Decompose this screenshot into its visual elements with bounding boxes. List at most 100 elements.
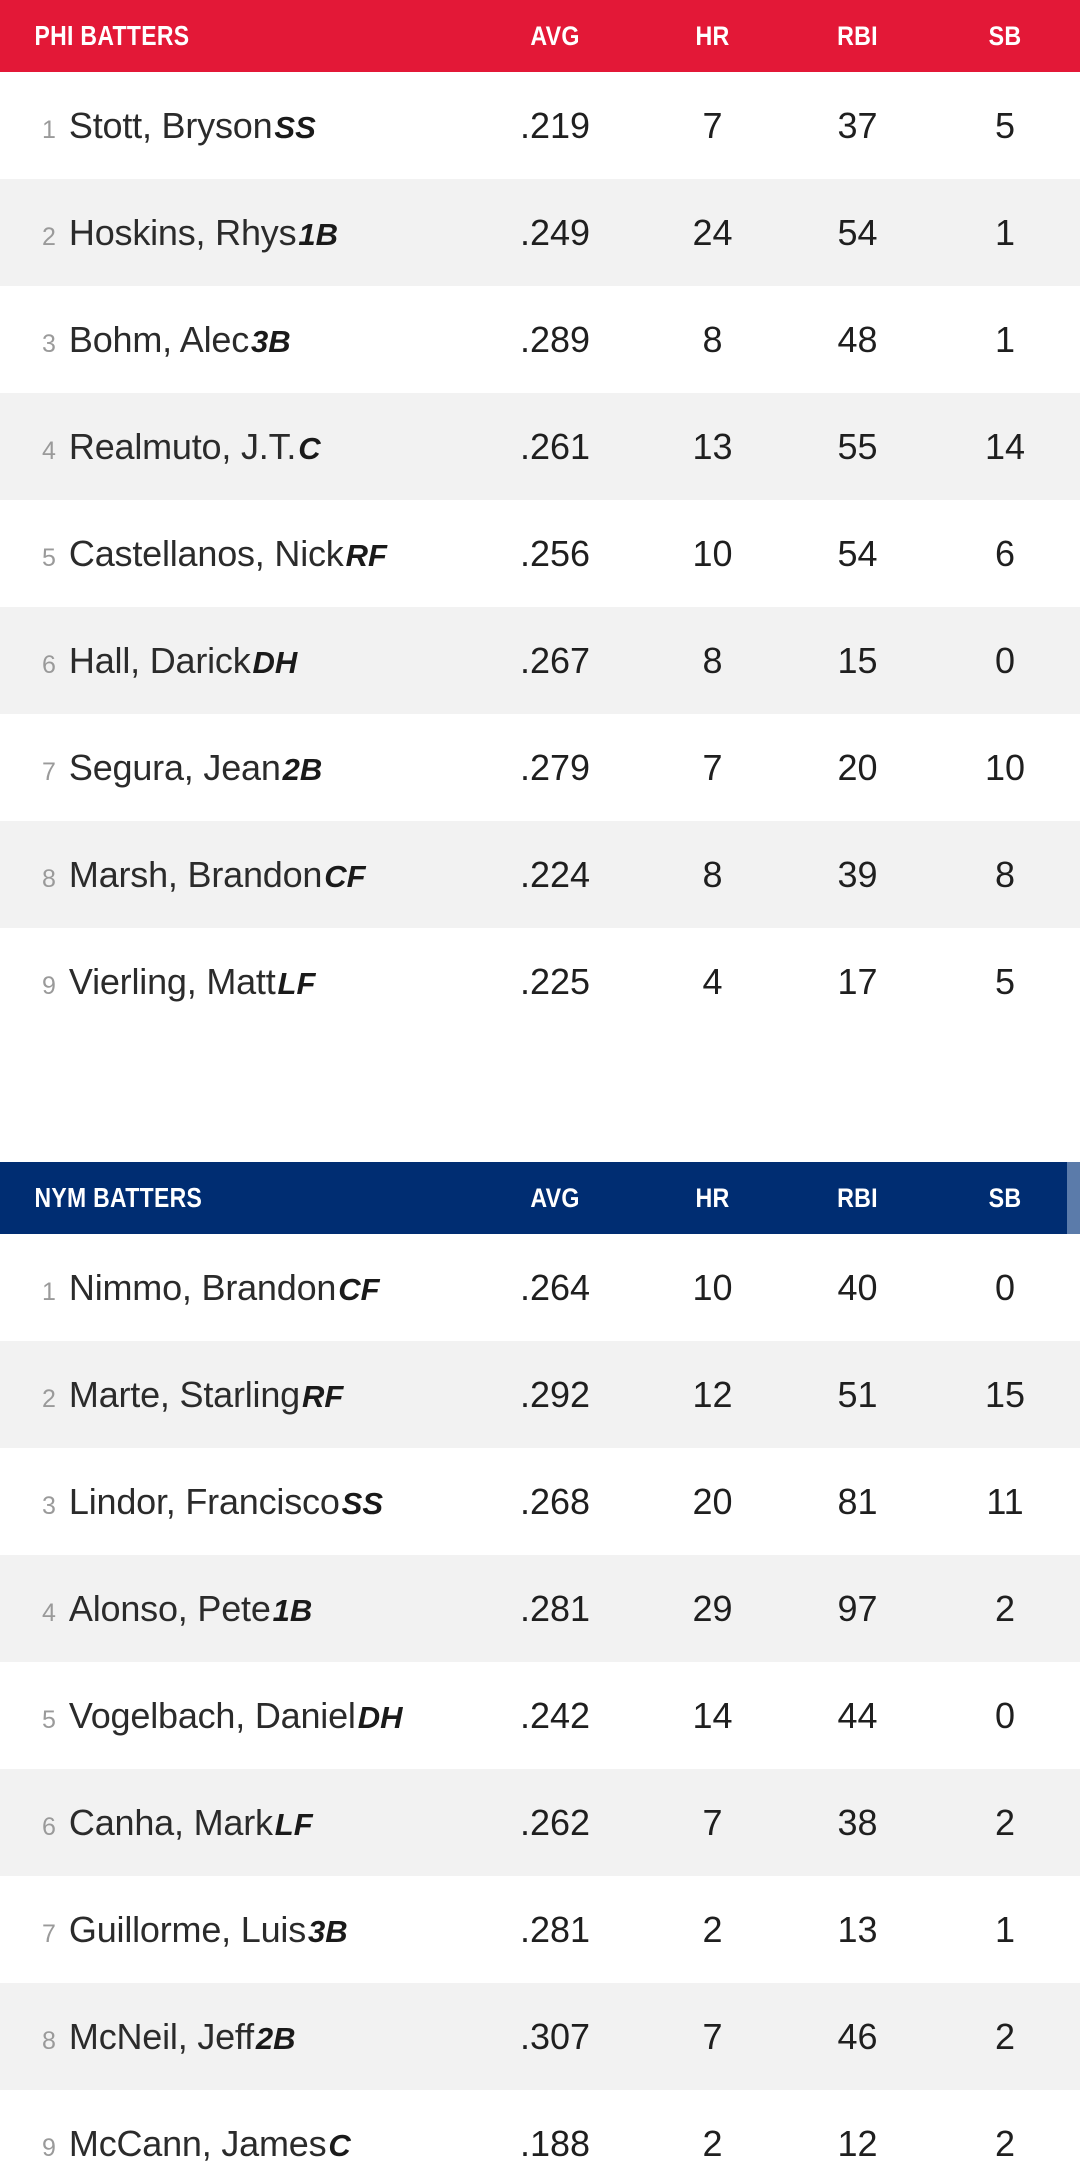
stat-sb: 8: [994, 853, 1016, 895]
player-cell[interactable]: 8 McNeil, Jeff 2B: [0, 2016, 470, 2058]
stat-hr: 10: [692, 532, 733, 574]
player-name[interactable]: Realmuto, J.T.: [68, 425, 297, 467]
player-name[interactable]: McCann, James: [68, 2122, 327, 2161]
player-cell[interactable]: 2 Hoskins, Rhys 1B: [0, 212, 470, 254]
player-position: 1B: [298, 216, 339, 252]
player-name[interactable]: McNeil, Jeff: [68, 2015, 254, 2057]
table-row[interactable]: 3 Bohm, Alec 3B .289 8 48 1: [0, 286, 1080, 393]
player-name[interactable]: Segura, Jean: [68, 746, 281, 788]
stat-rbi: 48: [837, 318, 878, 360]
stat-rbi: 51: [837, 1373, 878, 1415]
stat-sb: 5: [994, 960, 1016, 1002]
player-cell[interactable]: 1 Stott, Bryson SS: [0, 105, 470, 147]
stat-rbi: 17: [837, 960, 878, 1002]
batting-order-number: 2: [42, 222, 56, 251]
player-cell[interactable]: 2 Marte, Starling RF: [0, 1374, 470, 1416]
column-header-sb[interactable]: SB: [988, 20, 1022, 51]
table-row[interactable]: 5 Castellanos, Nick RF .256 10 54 6: [0, 500, 1080, 607]
column-header-rbi[interactable]: RBI: [837, 1182, 878, 1213]
table-row[interactable]: 2 Marte, Starling RF .292 12 51 15: [0, 1341, 1080, 1448]
stat-avg: .219: [519, 104, 591, 146]
stat-hr: 13: [692, 425, 733, 467]
stat-avg: .249: [519, 211, 591, 253]
batting-order-number: 3: [42, 1491, 56, 1520]
player-position: RF: [345, 537, 387, 573]
column-header-hr[interactable]: HR: [695, 20, 730, 51]
batting-order-number: 9: [42, 971, 56, 1000]
table-row[interactable]: 2 Hoskins, Rhys 1B .249 24 54 1: [0, 179, 1080, 286]
player-cell[interactable]: 9 McCann, James C: [0, 2123, 470, 2161]
table-row[interactable]: 4 Alonso, Pete 1B .281 29 97 2: [0, 1555, 1080, 1662]
player-cell[interactable]: 5 Vogelbach, Daniel DH: [0, 1695, 470, 1737]
table-row[interactable]: 8 McNeil, Jeff 2B .307 7 46 2: [0, 1983, 1080, 2090]
table-row[interactable]: 3 Lindor, Francisco SS .268 20 81 11: [0, 1448, 1080, 1555]
player-cell[interactable]: 7 Segura, Jean 2B: [0, 747, 470, 789]
stat-hr: 8: [702, 853, 723, 895]
column-header-hr[interactable]: HR: [695, 1182, 730, 1213]
player-cell[interactable]: 9 Vierling, Matt LF: [0, 961, 470, 1003]
player-name[interactable]: Alonso, Pete: [68, 1587, 271, 1629]
player-name[interactable]: Vierling, Matt: [68, 960, 276, 1002]
player-cell[interactable]: 8 Marsh, Brandon CF: [0, 854, 470, 896]
table-row[interactable]: 9 McCann, James C .188 2 12 2: [0, 2090, 1080, 2161]
player-cell[interactable]: 4 Alonso, Pete 1B: [0, 1588, 470, 1630]
table-row[interactable]: 1 Stott, Bryson SS .219 7 37 5: [0, 72, 1080, 179]
player-name[interactable]: Hall, Darick: [68, 639, 251, 681]
table-row[interactable]: 7 Guillorme, Luis 3B .281 2 13 1: [0, 1876, 1080, 1983]
stat-sb: 0: [994, 639, 1016, 681]
batting-order-number: 8: [42, 2026, 56, 2055]
player-position: CF: [324, 858, 366, 894]
table-row[interactable]: 6 Canha, Mark LF .262 7 38 2: [0, 1769, 1080, 1876]
stat-sb: 1: [994, 1908, 1016, 1950]
player-name[interactable]: Nimmo, Brandon: [68, 1266, 337, 1308]
batting-order-number: 7: [42, 1919, 56, 1948]
table-row[interactable]: 7 Segura, Jean 2B .279 7 20 10: [0, 714, 1080, 821]
table-row[interactable]: 5 Vogelbach, Daniel DH .242 14 44 0: [0, 1662, 1080, 1769]
table-row[interactable]: 4 Realmuto, J.T. C .261 13 55 14: [0, 393, 1080, 500]
player-cell[interactable]: 1 Nimmo, Brandon CF: [0, 1267, 470, 1309]
player-position: 3B: [251, 323, 291, 359]
player-name[interactable]: Stott, Bryson: [68, 104, 273, 146]
player-cell[interactable]: 4 Realmuto, J.T. C: [0, 426, 470, 468]
horizontal-scroll-indicator[interactable]: [1067, 1162, 1080, 1234]
player-position: SS: [341, 1485, 383, 1521]
stat-rbi: 15: [837, 639, 878, 681]
column-header-sb[interactable]: SB: [988, 1182, 1022, 1213]
table-row[interactable]: 8 Marsh, Brandon CF .224 8 39 8: [0, 821, 1080, 928]
stat-rbi: 40: [837, 1266, 878, 1308]
stat-sb: 10: [984, 746, 1026, 788]
column-header-avg[interactable]: AVG: [530, 20, 580, 51]
player-cell[interactable]: 6 Canha, Mark LF: [0, 1802, 470, 1844]
stat-avg: .279: [519, 746, 591, 788]
player-name[interactable]: Marte, Starling: [68, 1373, 300, 1415]
player-cell[interactable]: 3 Bohm, Alec 3B: [0, 319, 470, 361]
column-header-rbi[interactable]: RBI: [837, 20, 878, 51]
table-row[interactable]: 1 Nimmo, Brandon CF .264 10 40 0: [0, 1234, 1080, 1341]
player-cell[interactable]: 3 Lindor, Francisco SS: [0, 1481, 470, 1523]
batting-order-number: 6: [42, 1812, 56, 1841]
column-header-avg[interactable]: AVG: [530, 1182, 580, 1213]
player-name[interactable]: Castellanos, Nick: [68, 532, 344, 574]
player-cell[interactable]: 5 Castellanos, Nick RF: [0, 533, 470, 575]
player-position: 2B: [282, 751, 323, 787]
player-position: LF: [274, 1806, 313, 1842]
player-name[interactable]: Hoskins, Rhys: [68, 211, 297, 253]
nym-team-header-label: NYM BATTERS: [34, 1182, 203, 1213]
stat-hr: 4: [702, 960, 723, 1002]
player-cell[interactable]: 6 Hall, Darick DH: [0, 640, 470, 682]
player-position: C: [328, 2127, 351, 2161]
stat-rbi: 46: [837, 2015, 878, 2057]
stat-sb: 6: [994, 532, 1016, 574]
player-name[interactable]: Lindor, Francisco: [68, 1480, 340, 1522]
player-name[interactable]: Marsh, Brandon: [68, 853, 323, 895]
player-name[interactable]: Guillorme, Luis: [68, 1908, 306, 1950]
player-cell[interactable]: 7 Guillorme, Luis 3B: [0, 1909, 470, 1951]
table-row[interactable]: 6 Hall, Darick DH .267 8 15 0: [0, 607, 1080, 714]
player-name[interactable]: Bohm, Alec: [68, 318, 249, 360]
player-name[interactable]: Vogelbach, Daniel: [68, 1694, 356, 1736]
player-position: 1B: [272, 1592, 313, 1628]
table-row[interactable]: 9 Vierling, Matt LF .225 4 17 5: [0, 928, 1080, 1035]
player-name[interactable]: Canha, Mark: [68, 1801, 273, 1843]
stat-sb: 14: [984, 425, 1026, 467]
player-position: DH: [252, 644, 298, 680]
